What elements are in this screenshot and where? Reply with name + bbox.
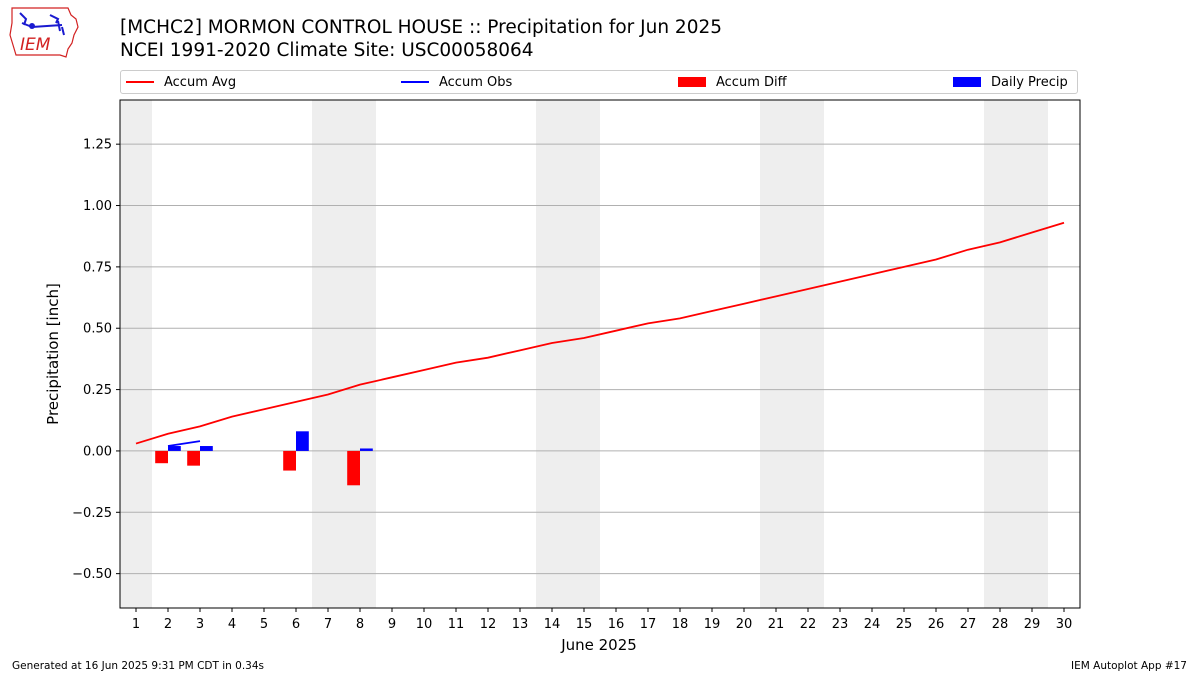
legend-item-accum-diff: Accum Diff	[678, 74, 787, 92]
accum-diff-bar	[283, 450, 296, 471]
bars	[155, 431, 373, 486]
x-tick-label: 12	[480, 617, 497, 632]
x-tick-label: 2	[164, 617, 172, 632]
accum-diff-bar	[187, 450, 200, 466]
legend-swatch	[401, 80, 429, 83]
x-tick-label: 30	[1056, 617, 1073, 632]
iem-logo: IEM	[6, 5, 82, 61]
x-tick-label: 28	[992, 617, 1009, 632]
legend-item-accum-avg: Accum Avg	[126, 74, 236, 92]
x-tick-label: 13	[512, 617, 529, 632]
x-tick-label: 29	[1024, 617, 1041, 632]
y-tick-label: 0.00	[83, 444, 112, 459]
legend: Accum Avg Accum Obs Accum Diff Daily Pre…	[120, 70, 1078, 94]
legend-label: Accum Avg	[164, 75, 237, 90]
y-tick-label: 1.25	[83, 138, 112, 153]
chart-title: [MCHC2] MORMON CONTROL HOUSE :: Precipit…	[120, 17, 723, 38]
daily-precip-bar	[296, 431, 309, 451]
daily-precip-bar	[360, 448, 373, 451]
x-tick-label: 17	[640, 617, 657, 632]
y-tick-label: −0.25	[72, 506, 112, 521]
y-axis: −0.50 −0.25 0.00 0.25 0.50 0.75 1.00 1.25	[72, 138, 120, 582]
app-credit: IEM Autoplot App #17	[1071, 660, 1187, 672]
plot-frame	[119, 99, 1081, 609]
accum-diff-bar	[155, 450, 168, 464]
x-tick-label: 9	[388, 617, 396, 632]
x-tick-label: 26	[928, 617, 945, 632]
weekend-band	[536, 100, 600, 608]
legend-item-daily-precip: Daily Precip	[953, 74, 1068, 92]
x-tick-label: 23	[832, 617, 849, 632]
daily-precip-bar	[168, 446, 181, 451]
legend-item-accum-obs: Accum Obs	[401, 74, 512, 92]
x-tick-label: 11	[448, 617, 465, 632]
x-tick-label: 16	[608, 617, 625, 632]
x-tick-label: 27	[960, 617, 977, 632]
x-tick-label: 7	[324, 617, 332, 632]
x-axis: 1 2 3 4 5 6 7 8 9 10 11 12 13 14 15 16 17 18 19 20 21 22 23 24 2…	[132, 608, 1072, 632]
x-tick-label: 4	[228, 617, 236, 632]
x-tick-label: 18	[672, 617, 689, 632]
x-axis-label: June 2025	[560, 636, 637, 654]
x-tick-label: 8	[356, 617, 364, 632]
daily-precip-bar	[200, 446, 213, 451]
x-tick-label: 6	[292, 617, 300, 632]
x-tick-label: 10	[416, 617, 433, 632]
x-tick-label: 24	[864, 617, 881, 632]
weekend-band	[760, 100, 824, 608]
logo-text: IEM	[20, 35, 51, 55]
grid	[120, 143, 1080, 575]
x-tick-label: 15	[576, 617, 593, 632]
weekend-band	[120, 100, 152, 608]
generated-timestamp: Generated at 16 Jun 2025 9:31 PM CDT in …	[12, 660, 265, 672]
accum-diff-bar	[347, 450, 360, 486]
x-tick-label: 20	[736, 617, 753, 632]
accum-avg-line	[135, 221, 1065, 445]
series-lines	[135, 221, 1065, 447]
legend-swatch	[126, 80, 154, 83]
weekend-band	[312, 100, 376, 608]
y-tick-label: 0.50	[83, 322, 112, 337]
legend-label: Accum Obs	[439, 75, 513, 90]
legend-swatch	[678, 76, 706, 87]
x-tick-label: 1	[132, 617, 140, 632]
weekend-shading	[120, 100, 1048, 608]
y-tick-label: 0.75	[83, 260, 112, 275]
x-tick-label: 21	[768, 617, 785, 632]
y-tick-label: 0.25	[83, 383, 112, 398]
chart-subtitle: NCEI 1991-2020 Climate Site: USC00058064	[120, 40, 534, 61]
x-tick-label: 19	[704, 617, 721, 632]
y-tick-label: 1.00	[83, 199, 112, 214]
accum-obs-line	[167, 440, 201, 447]
legend-swatch	[953, 76, 981, 87]
legend-label: Daily Precip	[991, 75, 1068, 90]
x-tick-label: 3	[196, 617, 204, 632]
x-tick-label: 25	[896, 617, 913, 632]
x-tick-label: 5	[260, 617, 268, 632]
y-tick-label: −0.50	[72, 567, 112, 582]
y-axis-label: Precipitation [inch]	[44, 283, 62, 425]
weekend-band	[984, 100, 1048, 608]
x-tick-label: 22	[800, 617, 817, 632]
x-tick-label: 14	[544, 617, 561, 632]
legend-label: Accum Diff	[716, 75, 787, 90]
